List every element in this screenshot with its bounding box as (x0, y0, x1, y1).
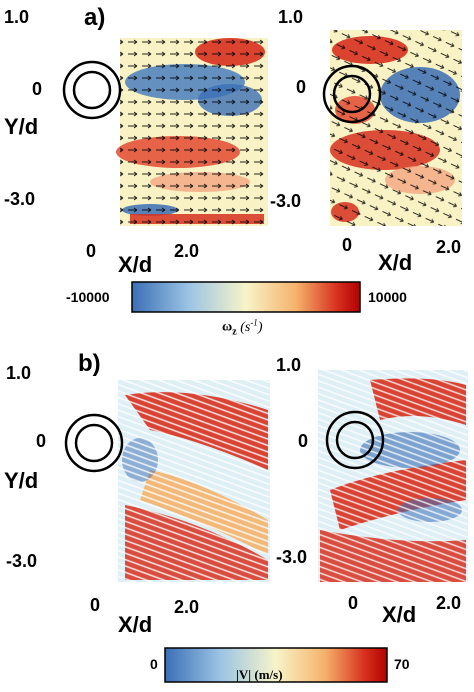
panel-a-right-y-tick-top: 1.0 (278, 7, 304, 27)
panel-a-right-x-tick-0: 0 (342, 235, 353, 255)
panel-a-right-cylinder (322, 64, 382, 124)
panel-b-right-y-tick-mid: 0 (298, 431, 309, 451)
panel-b-left-field (118, 380, 270, 582)
panel-b-colorbar-title: |V| (m/s) (236, 667, 283, 682)
colorbar-title-sub: z (232, 326, 237, 338)
colorbar-title-unit-open: (s (236, 319, 251, 335)
colorbar-title-unit-exp: -1 (250, 317, 258, 327)
panel-b-x-tick-2: 2.0 (174, 597, 200, 617)
panel-a-colorbar-max: 10000 (368, 289, 407, 305)
panel-a-right-y-tick-bottom: -3.0 (270, 191, 302, 211)
panel-a-y-label: Y/d (4, 114, 39, 139)
panel-b-right-y-tick-bottom: -3.0 (276, 547, 308, 567)
panel-b-right-x-label: X/d (382, 602, 417, 627)
panel-a-x-tick-0: 0 (86, 241, 97, 261)
panel-b-right-cylinder (325, 410, 385, 470)
panel-b-right-y-tick-top: 1.0 (276, 355, 302, 375)
panel-b-colorbar-max: 70 (394, 656, 410, 672)
panel-a-y-tick-mid: 0 (32, 79, 43, 99)
panel-a-right-y-tick-mid: 0 (296, 77, 307, 97)
panel-b-y-tick-mid: 0 (36, 431, 47, 451)
panel-b-colorbar-min: 0 (150, 656, 158, 672)
colorbar-title-symbol: ω (222, 319, 233, 335)
panel-a-y-tick-bottom: -3.0 (4, 189, 36, 209)
panel-b-left-cylinder (64, 413, 124, 473)
panel-a-colorbar (131, 281, 361, 313)
panel-b-y-tick-top: 1.0 (6, 363, 32, 383)
panel-b-right-x-tick-0: 0 (348, 593, 359, 613)
panel-b-right-x-tick-2: 2.0 (436, 593, 462, 613)
panel-a-right-field (330, 30, 462, 226)
panel-a-colorbar-min: -10000 (66, 289, 110, 305)
panel-b-colorbar (164, 647, 388, 683)
panel-a-label: a) (84, 4, 106, 31)
panel-a-colorbar-title: ωz (s-1) (222, 318, 262, 337)
panel-b-x-tick-0: 0 (90, 595, 101, 615)
colorbar-title-unit-close: ) (257, 319, 263, 335)
panel-a-left-field (116, 38, 268, 226)
panel-a-right-x-tick-2: 2.0 (436, 237, 462, 257)
panel-a-x-tick-2: 2.0 (174, 241, 200, 261)
panel-b-y-label: Y/d (4, 468, 39, 493)
panel-a-y-tick-top: 1.0 (4, 7, 30, 27)
panel-b-x-label: X/d (118, 612, 153, 637)
panel-b-y-tick-bottom: -3.0 (6, 551, 38, 571)
panel-a-left-cylinder (62, 60, 122, 120)
panel-b-right-field (318, 370, 468, 582)
panel-a-right-x-label: X/d (378, 250, 413, 275)
panel-b-label: b) (78, 350, 101, 377)
panel-a-x-label: X/d (118, 252, 153, 277)
